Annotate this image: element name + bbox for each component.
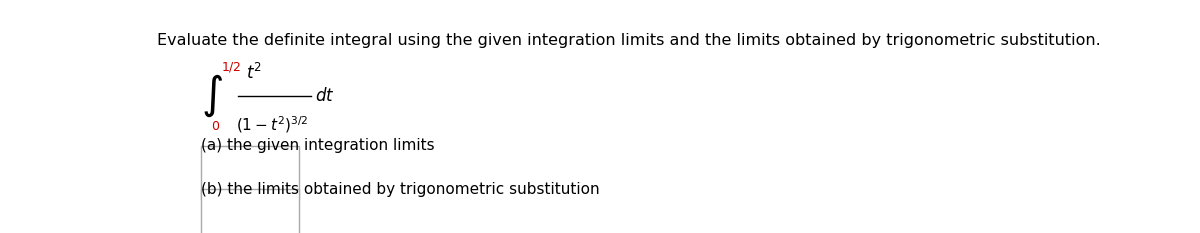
Text: $t^2$: $t^2$ [246,63,262,83]
Bar [202,189,299,233]
Text: $0$: $0$ [211,120,221,133]
Text: Evaluate the definite integral using the given integration limits and the limits: Evaluate the definite integral using the… [157,33,1102,48]
Text: (b) the limits obtained by trigonometric substitution: (b) the limits obtained by trigonometric… [202,182,600,197]
Bar [202,146,299,200]
Text: $1/2$: $1/2$ [221,60,241,74]
Text: $\int$: $\int$ [202,73,223,119]
Text: $(1-t^2)^{3/2}$: $(1-t^2)^{3/2}$ [236,114,310,135]
Text: $dt$: $dt$ [314,87,334,105]
Text: (a) the given integration limits: (a) the given integration limits [202,138,434,153]
